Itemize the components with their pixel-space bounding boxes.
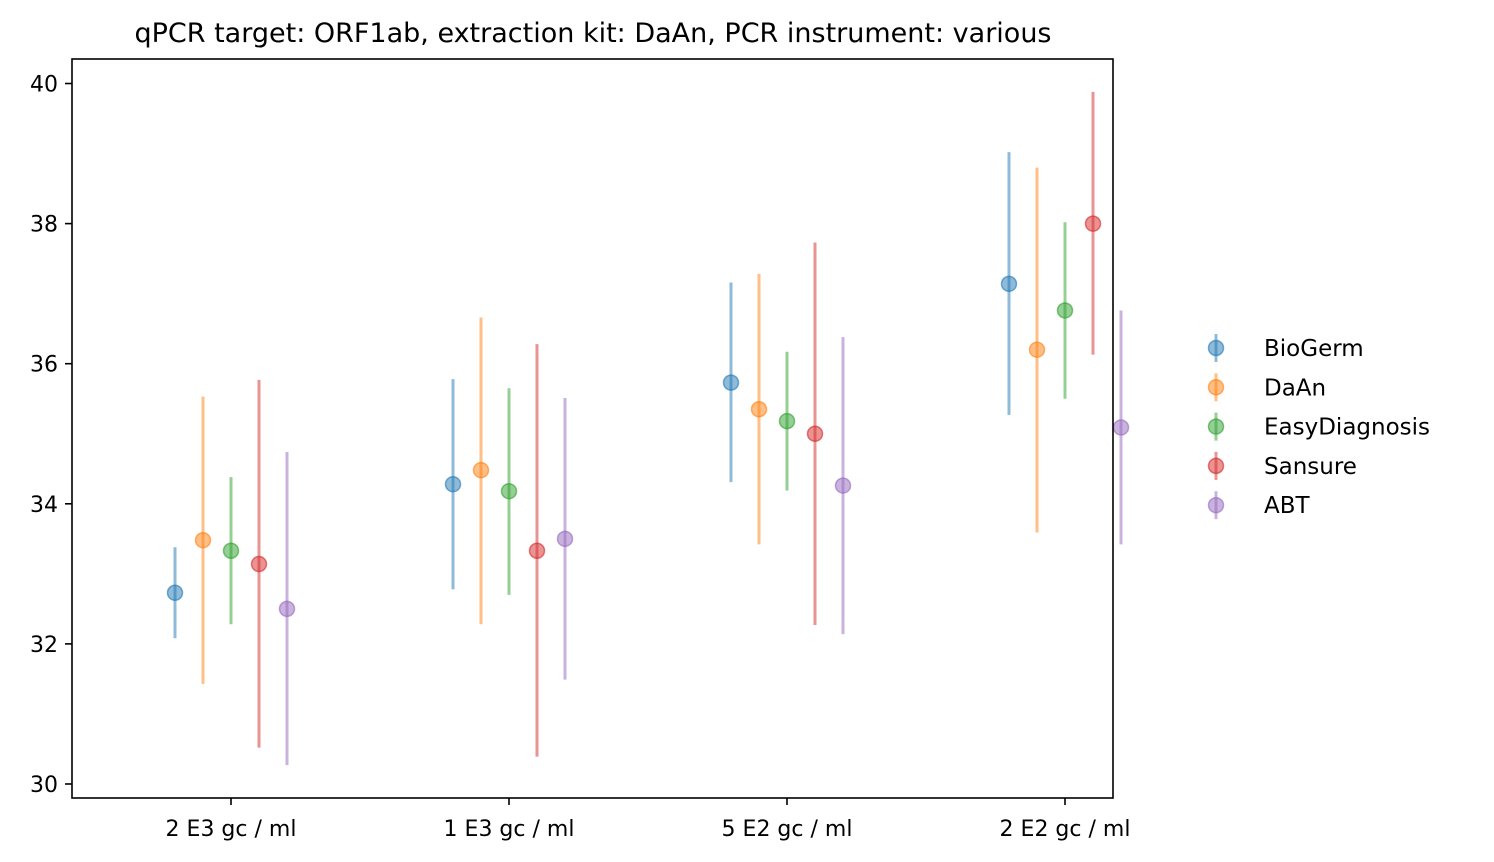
legend-item: Sansure: [1207, 451, 1357, 480]
y-axis: 30 32 34 36 38 40: [30, 73, 72, 798]
legend-item: ABT: [1207, 491, 1311, 520]
data-point: [806, 425, 824, 443]
data-point: [722, 374, 740, 391]
data-point: [1056, 302, 1074, 319]
legend-item: EasyDiagnosis: [1207, 412, 1430, 441]
legend-label: Sansure: [1264, 454, 1357, 480]
data-point: [166, 584, 184, 602]
y-tick-label: 38: [30, 213, 58, 238]
data-point: [1112, 419, 1130, 436]
x-tick-label: 5 E2 gc / ml: [722, 817, 853, 842]
data-points: [166, 215, 1130, 618]
data-point: [500, 482, 518, 500]
legend-marker: [1207, 339, 1225, 357]
legend-item: DaAn: [1207, 373, 1326, 402]
legend-label: DaAn: [1264, 375, 1326, 401]
data-point: [444, 475, 462, 493]
legend-label: EasyDiagnosis: [1264, 415, 1430, 441]
legend-label: BioGerm: [1264, 336, 1364, 362]
data-point: [472, 461, 490, 479]
error-bars: [173, 91, 1123, 766]
data-point: [528, 542, 546, 559]
legend: BioGerm DaAn EasyDiagnosis Sansure ABT: [1207, 334, 1430, 520]
data-point: [194, 531, 212, 549]
x-axis: 2 E3 gc / ml 1 E3 gc / ml 5 E2 gc / ml 2 E2…: [166, 798, 1131, 842]
data-point: [750, 400, 768, 418]
data-point: [834, 477, 852, 494]
legend-marker: [1207, 457, 1225, 475]
data-point: [1084, 215, 1102, 232]
y-tick-label: 30: [30, 773, 58, 798]
data-point: [1000, 275, 1018, 293]
legend-item: BioGerm: [1207, 334, 1364, 362]
data-point: [1028, 341, 1046, 358]
x-tick-label: 2 E2 gc / ml: [1000, 817, 1131, 842]
legend-label: ABT: [1264, 493, 1311, 519]
x-tick-label: 2 E3 gc / ml: [166, 817, 297, 842]
chart-title: qPCR target: ORF1ab, extraction kit: DaA…: [134, 18, 1051, 49]
data-point: [778, 412, 796, 430]
legend-marker: [1207, 379, 1225, 396]
y-tick-label: 40: [30, 73, 58, 98]
x-tick-label: 1 E3 gc / ml: [444, 817, 575, 842]
data-point: [250, 555, 268, 573]
legend-marker: [1207, 418, 1225, 435]
y-tick-label: 34: [30, 493, 58, 518]
legend-marker: [1207, 496, 1225, 514]
data-point: [278, 600, 296, 618]
data-point: [222, 542, 240, 559]
plot-frame: [71, 58, 1114, 799]
data-point: [556, 530, 574, 548]
y-tick-label: 32: [30, 633, 58, 658]
y-tick-label: 36: [30, 353, 58, 378]
